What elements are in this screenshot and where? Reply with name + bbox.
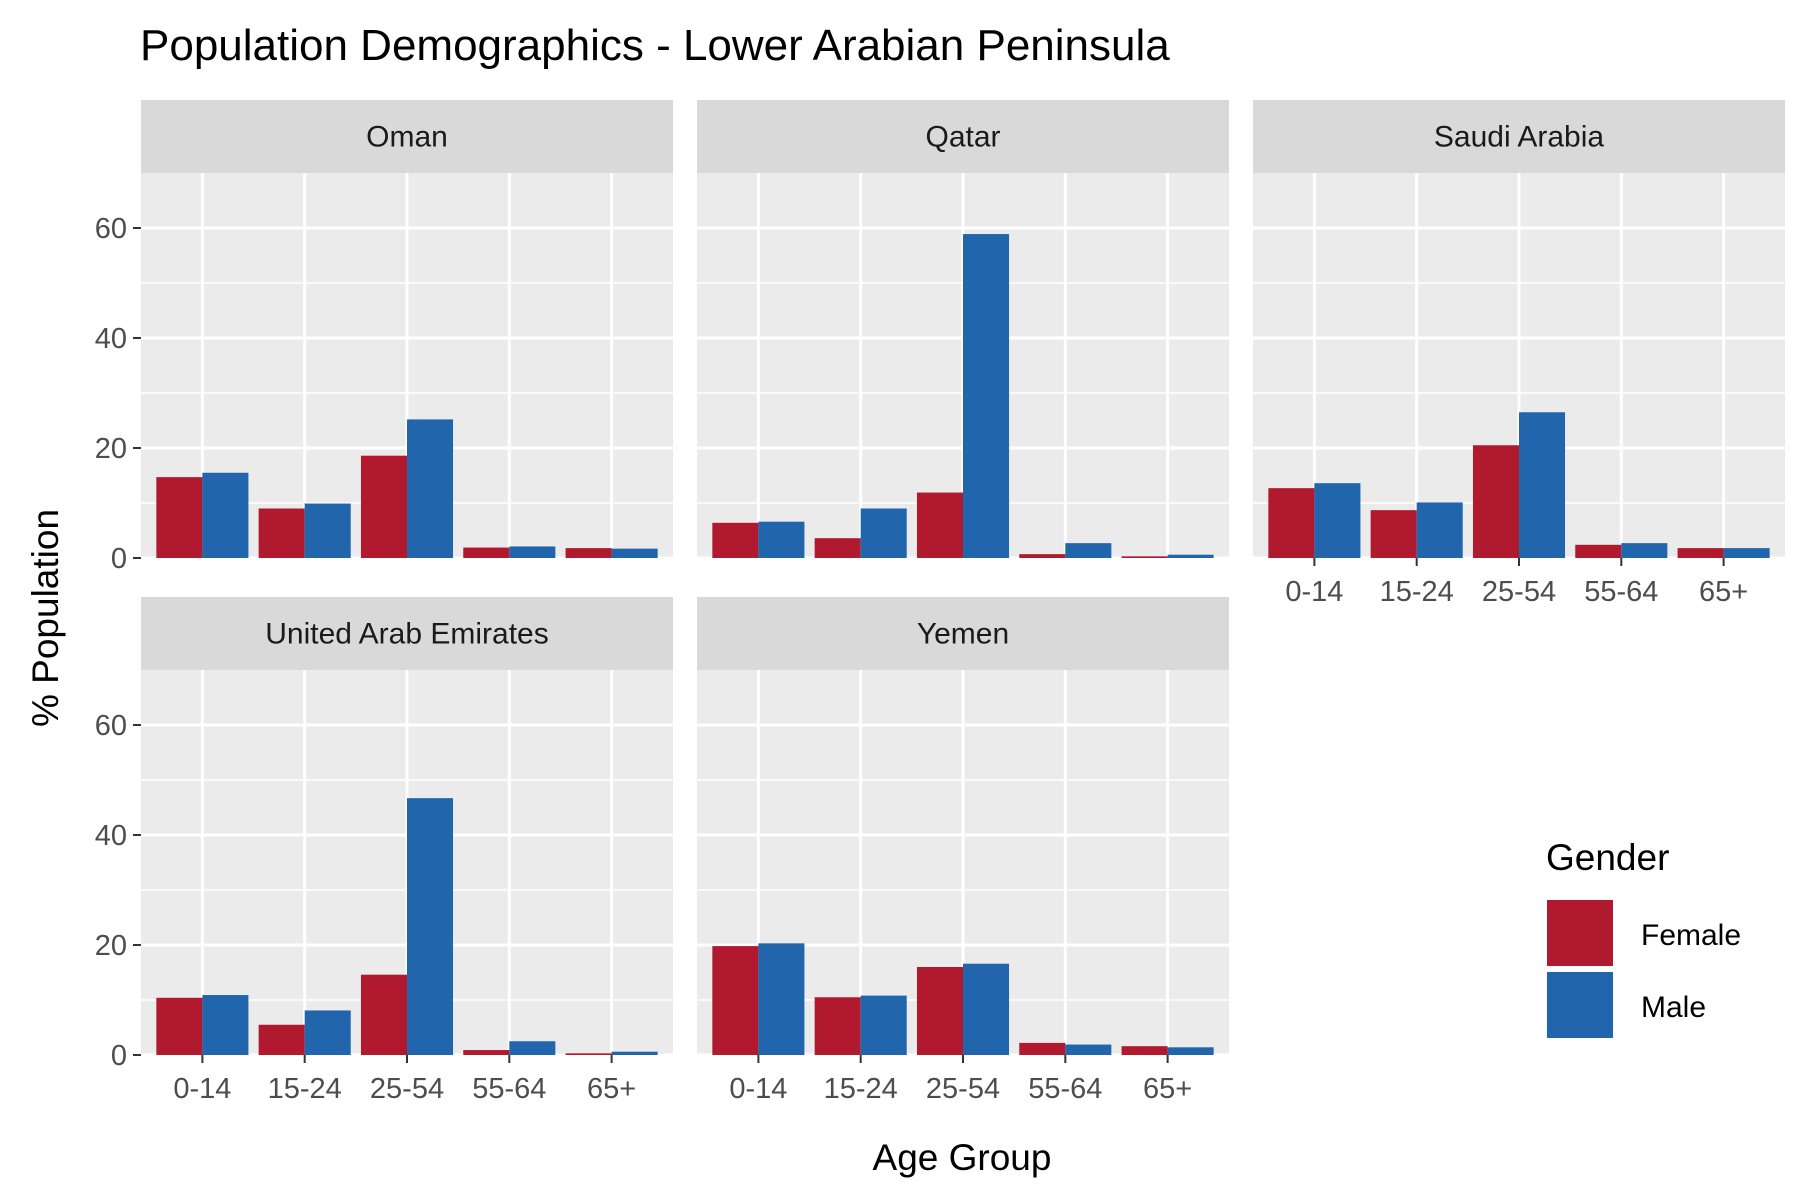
bar-qatar-male-15-24	[860, 508, 907, 558]
bar-united-arab-emirates-male-0-14	[202, 995, 249, 1055]
bar-saudi-arabia-male-0-14	[1314, 483, 1361, 558]
x-tick-label-saudi-arabia: 65+	[1699, 576, 1748, 608]
bar-qatar-female-15-24	[814, 538, 861, 558]
bar-qatar-female-0-14	[712, 522, 759, 558]
facet-panels: Oman 0 20 40 60 Qatar Saudi Arabia 0-14 15-24 25-…	[95, 100, 1785, 1105]
bar-yemen-male-65	[1167, 1047, 1214, 1055]
bar-united-arab-emirates-female-25-54	[360, 974, 407, 1055]
bar-yemen-male-55-64	[1065, 1044, 1112, 1055]
y-tick-label-oman: 20	[95, 433, 127, 465]
bar-qatar-female-65	[1121, 556, 1168, 558]
bar-united-arab-emirates-male-25-54	[407, 798, 454, 1055]
strip-yemen	[697, 597, 1229, 670]
strip-united-arab-emirates	[141, 597, 673, 670]
x-tick-label-yemen: 0-14	[729, 1073, 787, 1105]
y-tick-label-united-arab-emirates: 40	[95, 820, 127, 852]
facet-saudi-arabia: Saudi Arabia 0-14 15-24 25-54 55-64 65+	[1253, 100, 1785, 608]
bar-yemen-female-65	[1121, 1046, 1168, 1055]
x-tick-label-saudi-arabia: 55-64	[1584, 576, 1658, 608]
legend-label-female: Female	[1641, 919, 1741, 952]
facet-united-arab-emirates: United Arab Emirates 0 20 40 60 0-14 15-24 25-5…	[95, 597, 673, 1105]
x-tick-label-united-arab-emirates: 65+	[587, 1073, 636, 1105]
bar-saudi-arabia-female-55-64	[1575, 544, 1622, 558]
bar-qatar-male-65	[1167, 554, 1214, 558]
facet-yemen: Yemen 0-14 15-24 25-54 55-64 65+	[697, 597, 1229, 1105]
strip-qatar	[697, 100, 1229, 173]
bar-saudi-arabia-male-65	[1723, 548, 1770, 558]
y-tick-label-oman: 60	[95, 213, 127, 245]
strip-label-yemen: Yemen	[917, 618, 1009, 651]
y-tick-label-oman: 40	[95, 323, 127, 355]
bar-saudi-arabia-male-15-24	[1416, 502, 1463, 558]
bar-qatar-male-25-54	[963, 234, 1010, 559]
bar-oman-female-25-54	[360, 455, 407, 558]
y-axis-title: % Population	[25, 509, 66, 727]
bar-oman-female-0-14	[156, 477, 203, 558]
bar-yemen-male-0-14	[758, 943, 805, 1055]
x-tick-label-united-arab-emirates: 55-64	[472, 1073, 546, 1105]
legend-key-female	[1547, 900, 1613, 966]
strip-label-oman: Oman	[366, 121, 448, 154]
legend: Gender Female Male	[1546, 837, 1741, 1038]
legend-key-male	[1547, 972, 1613, 1038]
bar-saudi-arabia-female-25-54	[1472, 445, 1519, 558]
bar-united-arab-emirates-female-55-64	[463, 1050, 510, 1055]
y-tick-label-oman: 0	[111, 543, 127, 575]
x-tick-label-united-arab-emirates: 15-24	[268, 1073, 342, 1105]
chart-title: Population Demographics - Lower Arabian …	[140, 21, 1170, 70]
strip-oman	[141, 100, 673, 173]
strip-label-united-arab-emirates: United Arab Emirates	[265, 618, 548, 651]
bar-yemen-male-25-54	[963, 963, 1010, 1055]
facet-oman: Oman 0 20 40 60	[95, 100, 673, 575]
bar-saudi-arabia-female-15-24	[1370, 510, 1417, 558]
bar-saudi-arabia-male-55-64	[1621, 543, 1668, 558]
bar-yemen-female-0-14	[712, 946, 759, 1055]
bar-oman-female-55-64	[463, 547, 510, 558]
y-tick-label-united-arab-emirates: 20	[95, 930, 127, 962]
bar-oman-male-25-54	[407, 419, 454, 558]
bar-united-arab-emirates-female-65	[565, 1053, 612, 1055]
legend-title: Gender	[1546, 837, 1669, 878]
bar-yemen-female-25-54	[916, 967, 963, 1055]
bar-oman-male-65	[611, 548, 658, 558]
bar-united-arab-emirates-male-55-64	[509, 1041, 556, 1055]
bar-qatar-female-25-54	[916, 492, 963, 558]
x-tick-label-yemen: 55-64	[1028, 1073, 1102, 1105]
bar-qatar-male-0-14	[758, 521, 805, 558]
x-tick-label-saudi-arabia: 25-54	[1482, 576, 1556, 608]
bar-united-arab-emirates-male-65	[611, 1051, 658, 1055]
bar-oman-female-65	[565, 548, 612, 558]
strip-label-saudi-arabia: Saudi Arabia	[1434, 121, 1604, 154]
y-tick-label-united-arab-emirates: 0	[111, 1040, 127, 1072]
bar-qatar-female-55-64	[1019, 554, 1066, 558]
bar-saudi-arabia-female-65	[1677, 548, 1724, 558]
bar-qatar-male-55-64	[1065, 543, 1112, 558]
x-tick-label-united-arab-emirates: 25-54	[370, 1073, 444, 1105]
strip-saudi-arabia	[1253, 100, 1785, 173]
x-tick-label-yemen: 25-54	[926, 1073, 1000, 1105]
bar-oman-male-15-24	[304, 503, 351, 558]
legend-label-male: Male	[1641, 991, 1706, 1024]
bar-united-arab-emirates-female-0-14	[156, 997, 203, 1055]
strip-label-qatar: Qatar	[925, 121, 1000, 154]
x-tick-label-united-arab-emirates: 0-14	[173, 1073, 231, 1105]
y-tick-label-united-arab-emirates: 60	[95, 710, 127, 742]
x-tick-label-yemen: 15-24	[824, 1073, 898, 1105]
bar-yemen-female-15-24	[814, 997, 861, 1055]
bar-oman-male-55-64	[509, 546, 556, 558]
bar-saudi-arabia-female-0-14	[1268, 488, 1315, 558]
bar-saudi-arabia-male-25-54	[1519, 412, 1566, 558]
bar-united-arab-emirates-female-15-24	[258, 1024, 305, 1055]
x-tick-label-saudi-arabia: 0-14	[1285, 576, 1343, 608]
x-axis-title: Age Group	[873, 1137, 1052, 1178]
bar-yemen-male-15-24	[860, 995, 907, 1055]
bar-oman-male-0-14	[202, 472, 249, 558]
bar-oman-female-15-24	[258, 508, 305, 558]
x-tick-label-saudi-arabia: 15-24	[1380, 576, 1454, 608]
x-tick-label-yemen: 65+	[1143, 1073, 1192, 1105]
facet-qatar: Qatar	[697, 100, 1229, 560]
bar-united-arab-emirates-male-15-24	[304, 1010, 351, 1055]
bar-yemen-female-55-64	[1019, 1042, 1066, 1055]
